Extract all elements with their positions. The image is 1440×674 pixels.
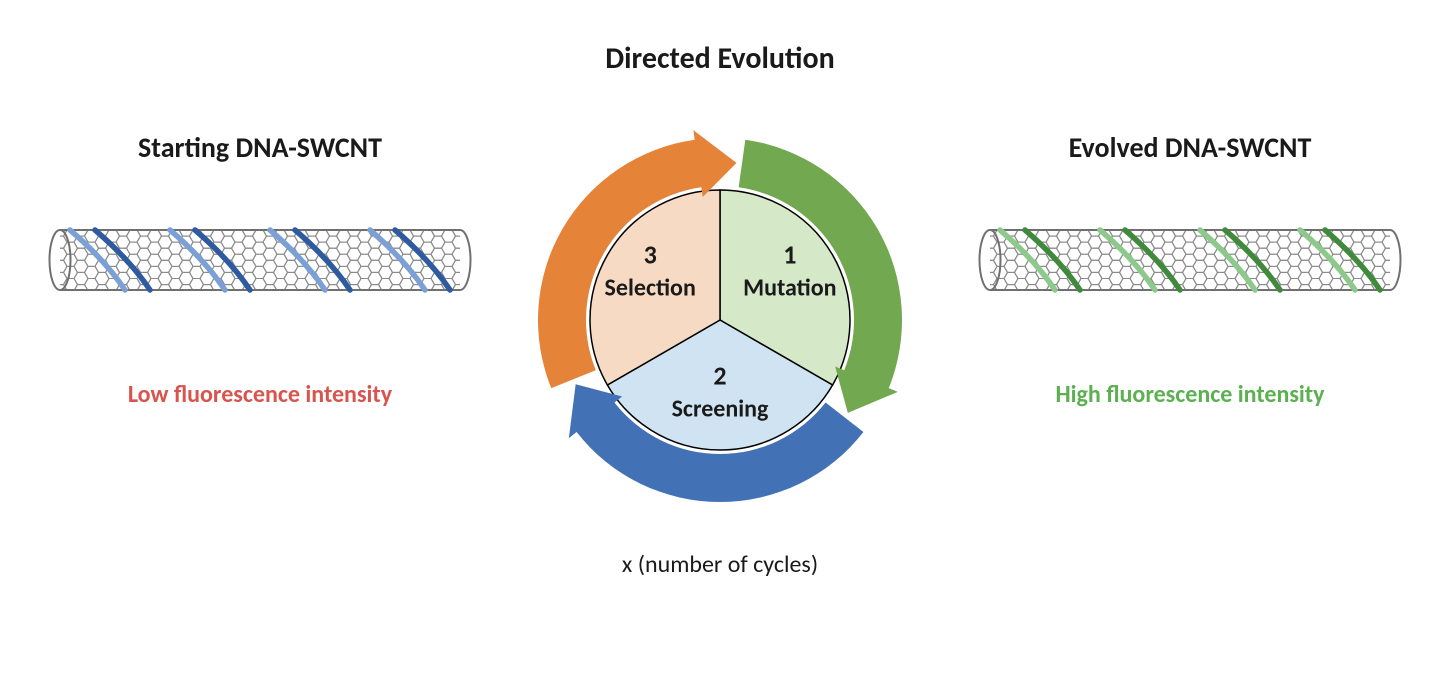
right-caption: High fluorescence intensity: [990, 380, 1390, 409]
right-title: Evolved DNA-SWCNT: [990, 130, 1390, 165]
left-title: Starting DNA-SWCNT: [60, 130, 460, 165]
segment-label-selection: Selection: [605, 274, 696, 303]
segment-num-screening: 2: [713, 360, 726, 392]
nanotube-left: [40, 210, 480, 310]
nanotube-right: [970, 210, 1410, 310]
right-caption-text: High fluorescence intensity: [1056, 380, 1325, 409]
segment-label-mutation: Mutation: [743, 274, 836, 303]
left-caption: Low fluorescence intensity: [60, 380, 460, 409]
left-title-text: Starting DNA-SWCNT: [138, 130, 382, 165]
segment-label-screening: Screening: [672, 395, 769, 424]
segment-num-mutation: 1: [783, 239, 796, 271]
segment-num-selection: 3: [644, 239, 657, 271]
main-title-text: Directed Evolution: [605, 40, 834, 77]
main-title: Directed Evolution: [0, 40, 1440, 77]
right-title-text: Evolved DNA-SWCNT: [1069, 130, 1312, 165]
cycle-diagram: 1 Mutation 2 Screening 3 Selection: [478, 78, 962, 562]
diagram-root: Directed Evolution Starting DNA-SWCNT Ev…: [0, 0, 1440, 674]
left-caption-text: Low fluorescence intensity: [128, 380, 392, 409]
